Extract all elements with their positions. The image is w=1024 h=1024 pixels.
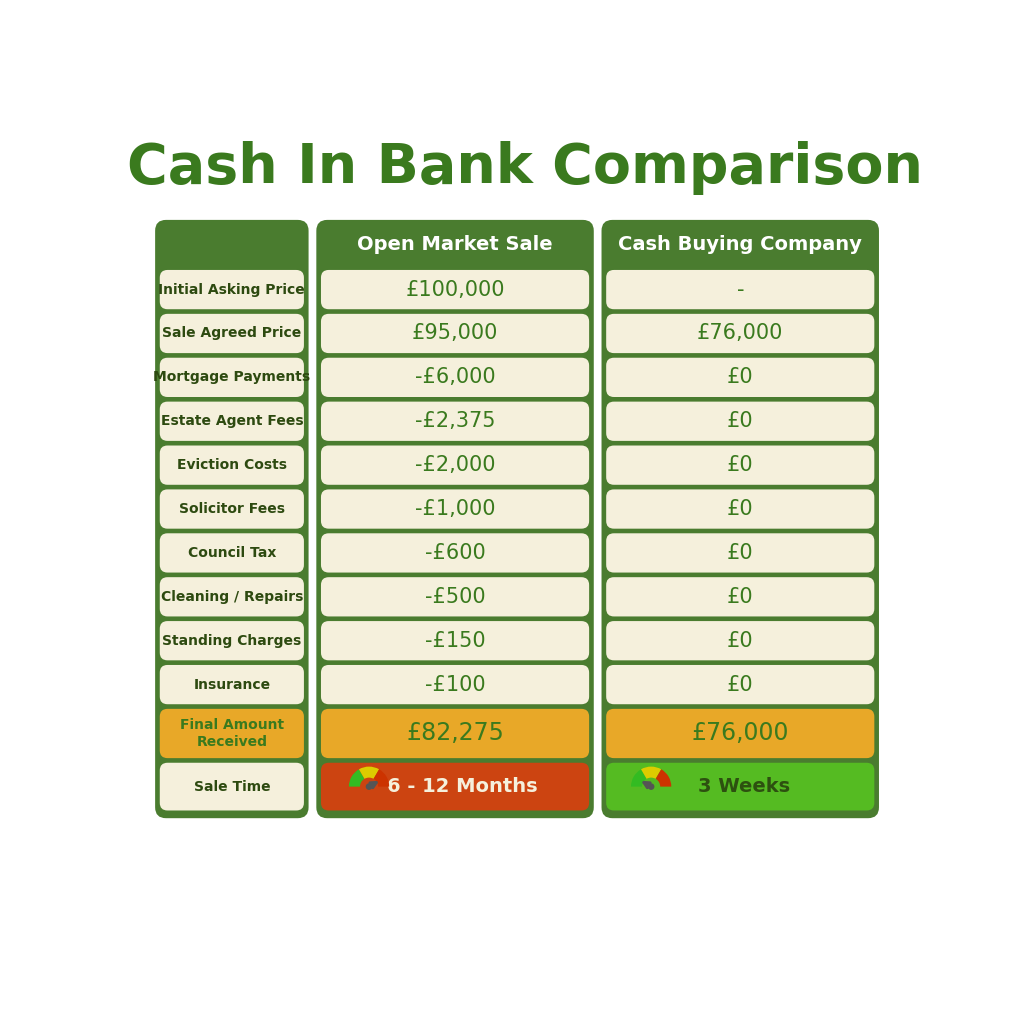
FancyBboxPatch shape [160, 578, 304, 616]
FancyBboxPatch shape [321, 445, 589, 484]
Text: Cash Buying Company: Cash Buying Company [618, 236, 862, 254]
Text: -£6,000: -£6,000 [415, 368, 496, 387]
FancyBboxPatch shape [160, 401, 304, 441]
FancyBboxPatch shape [606, 622, 874, 660]
Text: £0: £0 [727, 587, 754, 607]
FancyBboxPatch shape [606, 709, 874, 758]
Text: £0: £0 [727, 412, 754, 431]
Circle shape [367, 784, 372, 790]
FancyBboxPatch shape [606, 401, 874, 441]
Text: -£500: -£500 [425, 587, 485, 607]
FancyBboxPatch shape [160, 270, 304, 309]
FancyBboxPatch shape [321, 357, 589, 397]
Text: £76,000: £76,000 [691, 722, 790, 745]
FancyBboxPatch shape [160, 445, 304, 484]
FancyBboxPatch shape [321, 665, 589, 705]
FancyBboxPatch shape [321, 401, 589, 441]
Text: -£600: -£600 [425, 543, 485, 563]
Text: Mortgage Payments: Mortgage Payments [154, 371, 310, 384]
FancyBboxPatch shape [606, 763, 874, 810]
FancyBboxPatch shape [316, 220, 594, 818]
FancyBboxPatch shape [606, 534, 874, 572]
FancyBboxPatch shape [155, 220, 308, 818]
Wedge shape [655, 769, 672, 786]
Text: Eviction Costs: Eviction Costs [177, 458, 287, 472]
FancyBboxPatch shape [321, 578, 589, 616]
FancyBboxPatch shape [160, 763, 304, 810]
Wedge shape [631, 769, 646, 786]
Text: Solicitor Fees: Solicitor Fees [179, 502, 285, 516]
Text: -£1,000: -£1,000 [415, 499, 496, 519]
FancyBboxPatch shape [160, 622, 304, 660]
Text: 6 - 12 Months: 6 - 12 Months [387, 777, 538, 796]
Text: £95,000: £95,000 [412, 324, 499, 343]
FancyBboxPatch shape [606, 665, 874, 705]
Text: 3 Weeks: 3 Weeks [698, 777, 791, 796]
Wedge shape [349, 769, 365, 786]
Text: £0: £0 [727, 543, 754, 563]
FancyBboxPatch shape [601, 220, 879, 818]
FancyBboxPatch shape [160, 534, 304, 572]
Text: £76,000: £76,000 [697, 324, 783, 343]
Text: -£2,000: -£2,000 [415, 455, 496, 475]
Text: Insurance: Insurance [194, 678, 270, 691]
FancyBboxPatch shape [321, 534, 589, 572]
Text: Initial Asking Price: Initial Asking Price [159, 283, 305, 297]
Text: Council Tax: Council Tax [187, 546, 276, 560]
Text: £0: £0 [727, 455, 754, 475]
Text: Open Market Sale: Open Market Sale [357, 236, 553, 254]
FancyBboxPatch shape [321, 622, 589, 660]
FancyBboxPatch shape [607, 225, 873, 264]
Text: Sale Agreed Price: Sale Agreed Price [162, 327, 301, 340]
Text: Sale Time: Sale Time [194, 779, 270, 794]
FancyBboxPatch shape [606, 445, 874, 484]
FancyBboxPatch shape [160, 313, 304, 353]
FancyBboxPatch shape [160, 357, 304, 397]
FancyBboxPatch shape [322, 225, 589, 264]
FancyBboxPatch shape [606, 357, 874, 397]
Text: £0: £0 [727, 631, 754, 650]
Text: Cleaning / Repairs: Cleaning / Repairs [161, 590, 303, 604]
Text: £0: £0 [727, 675, 754, 694]
FancyBboxPatch shape [606, 578, 874, 616]
Text: -£150: -£150 [425, 631, 485, 650]
Wedge shape [641, 767, 662, 779]
Wedge shape [374, 769, 389, 786]
Text: £82,275: £82,275 [407, 722, 504, 745]
FancyBboxPatch shape [321, 709, 589, 758]
FancyBboxPatch shape [606, 270, 874, 309]
Text: Cash In Bank Comparison: Cash In Bank Comparison [127, 141, 923, 196]
FancyBboxPatch shape [606, 313, 874, 353]
FancyBboxPatch shape [321, 763, 589, 810]
Text: Estate Agent Fees: Estate Agent Fees [161, 415, 303, 428]
Text: -£2,375: -£2,375 [415, 412, 496, 431]
FancyBboxPatch shape [606, 489, 874, 528]
FancyBboxPatch shape [160, 665, 304, 705]
FancyBboxPatch shape [160, 489, 304, 528]
FancyBboxPatch shape [321, 270, 589, 309]
FancyBboxPatch shape [321, 313, 589, 353]
FancyBboxPatch shape [160, 709, 304, 758]
Text: Final Amount
Received: Final Amount Received [180, 718, 284, 750]
Text: -£100: -£100 [425, 675, 485, 694]
Text: £100,000: £100,000 [406, 280, 505, 300]
Text: Standing Charges: Standing Charges [162, 634, 301, 648]
Text: -: - [736, 280, 744, 300]
FancyBboxPatch shape [321, 489, 589, 528]
Circle shape [648, 784, 653, 790]
Text: £0: £0 [727, 499, 754, 519]
Text: £0: £0 [727, 368, 754, 387]
Wedge shape [359, 767, 379, 779]
